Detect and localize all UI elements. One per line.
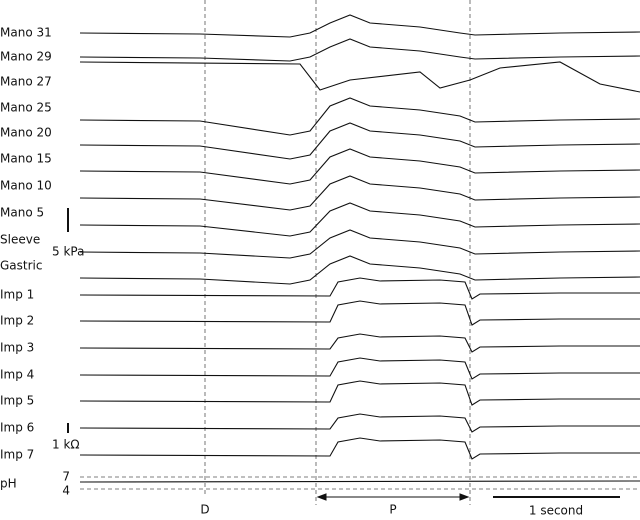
time-scale-label: 1 second bbox=[529, 504, 583, 517]
trace bbox=[79, 122, 640, 160]
channel-label: pH bbox=[0, 477, 17, 491]
channel-label: Imp 2 bbox=[0, 314, 34, 328]
channel-label: Imp 5 bbox=[0, 394, 34, 408]
channel-label: Mano 29 bbox=[0, 50, 52, 64]
trace bbox=[79, 97, 640, 136]
trace bbox=[79, 229, 640, 259]
trace bbox=[79, 333, 640, 353]
trace bbox=[79, 61, 640, 93]
phase-arrow bbox=[316, 493, 470, 501]
pressure-scale-label: 5 kPa bbox=[52, 245, 84, 259]
channel-label: Mano 20 bbox=[0, 126, 52, 140]
trace bbox=[79, 38, 640, 62]
ph-level: 4 bbox=[62, 484, 70, 498]
channel-label: Mano 31 bbox=[0, 26, 52, 40]
ph-level: 7 bbox=[62, 470, 70, 484]
trace bbox=[79, 357, 640, 380]
marker-label: P bbox=[389, 503, 396, 517]
channel-label: Mano 27 bbox=[0, 75, 52, 89]
trace bbox=[79, 175, 640, 211]
trace bbox=[79, 380, 640, 406]
channel-label: Mano 10 bbox=[0, 179, 52, 193]
channel-label: Imp 7 bbox=[0, 448, 34, 462]
channel-label: Gastric bbox=[0, 259, 42, 273]
trace bbox=[79, 277, 640, 300]
channel-label: Mano 25 bbox=[0, 101, 52, 115]
trace bbox=[79, 14, 640, 38]
trace bbox=[79, 300, 640, 326]
channel-label: Mano 5 bbox=[0, 206, 44, 220]
trace bbox=[79, 413, 640, 433]
channel-label: Imp 1 bbox=[0, 288, 34, 302]
channel-label: Mano 15 bbox=[0, 152, 52, 166]
trace bbox=[79, 255, 640, 285]
trace bbox=[79, 437, 640, 460]
trace bbox=[79, 148, 640, 185]
trace bbox=[79, 480, 640, 483]
impedance-scale-label: 1 kΩ bbox=[52, 438, 80, 452]
channel-label: Imp 6 bbox=[0, 421, 34, 435]
channel-label: Imp 3 bbox=[0, 341, 34, 355]
channel-label: Sleeve bbox=[0, 233, 40, 247]
trace bbox=[79, 202, 640, 237]
marker-label: D bbox=[200, 503, 209, 517]
channel-label: Imp 4 bbox=[0, 368, 34, 382]
arrow-heads bbox=[316, 493, 470, 501]
